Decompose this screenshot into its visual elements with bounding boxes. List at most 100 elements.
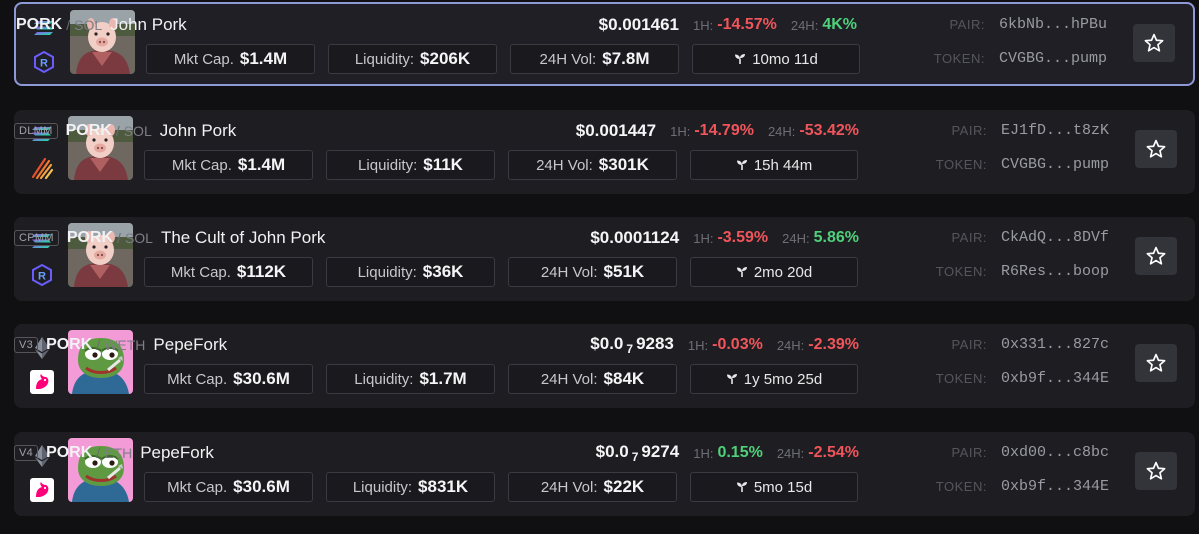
pair-address[interactable]: 0xd00...c8bc: [1000, 443, 1109, 461]
pair-address-line: PAIR: 0xd00...c8bc: [951, 442, 1109, 462]
pair-row-1[interactable]: R PORK / SOL John Pork $0.001461 1H: -14…: [14, 2, 1195, 86]
base-symbol: PORK: [16, 16, 63, 33]
liquidity-value: $11K: [423, 155, 463, 174]
market-cap-value: $30.6M: [233, 477, 290, 496]
sprout-icon: [735, 54, 746, 64]
pair-row-4[interactable]: V3 PORK / WETH PepeFork $0.0 7 9283 1H: -0…: [14, 324, 1195, 408]
sprout-icon: [736, 267, 747, 277]
pair-title: V4 PORK / ETH PepeFork: [14, 442, 214, 464]
dex-badge: DLMM: [14, 123, 58, 139]
pair-label: PAIR:: [951, 444, 987, 460]
token-name: The Cult of John Pork: [160, 228, 326, 247]
h1-change: -14.79%: [694, 122, 754, 139]
market-cap-box: Mkt Cap. $1.4M: [146, 44, 315, 74]
favorite-button[interactable]: [1133, 24, 1175, 62]
quote-symbol: SOL: [124, 230, 153, 246]
token-address[interactable]: R6Res...boop: [1000, 262, 1109, 280]
star-icon: [1146, 246, 1166, 265]
volume-box: 24H Vol: $7.8M: [510, 44, 679, 74]
quote-symbol: WETH: [104, 337, 146, 353]
h1-label: 1H:: [687, 337, 709, 353]
price-main: $0.001461: [598, 15, 680, 34]
price-changes: $0.001461 1H: -14.57% 24H: 4K%: [599, 14, 857, 36]
volume-value: $301K: [598, 155, 649, 174]
price: $0.0001124: [590, 228, 679, 248]
token-address[interactable]: CVGBG...pump: [998, 49, 1107, 67]
pair-address-line: PAIR: 0x331...827c: [951, 334, 1109, 354]
quote-symbol: SOL: [74, 17, 103, 33]
uniswap-icon: [30, 370, 54, 394]
raydium-icon: R: [30, 263, 54, 287]
pair-address[interactable]: CkAdQ...8DVf: [1000, 228, 1109, 246]
h24-label: 24H:: [776, 445, 805, 461]
market-cap-box: Mkt Cap. $112K: [144, 257, 313, 287]
volume-label: 24H Vol:: [536, 156, 593, 174]
pair-address[interactable]: EJ1fD...t8zK: [1000, 121, 1109, 139]
pig-avatar: [70, 10, 135, 74]
volume-label: 24H Vol:: [539, 50, 597, 68]
token-address[interactable]: 0xb9f...344E: [1000, 477, 1109, 495]
sprout-icon: [736, 482, 747, 492]
dex-badge: CPMM: [14, 230, 59, 246]
market-cap-box: Mkt Cap. $30.6M: [144, 364, 313, 394]
pair-separator: /: [66, 17, 71, 33]
volume-label: 24H Vol:: [540, 370, 598, 388]
h24-label: 24H:: [767, 123, 796, 139]
market-cap-value: $1.4M: [237, 155, 286, 174]
token-address-line: TOKEN: CVGBG...pump: [936, 154, 1109, 174]
chain-dex-column: [30, 336, 54, 400]
pair-title: CPMM PORK / SOL The Cult of John Pork: [14, 227, 325, 249]
token-address[interactable]: 0xb9f...344E: [1000, 369, 1109, 387]
raydium-icon: R: [32, 50, 56, 74]
liquidity-box: Liquidity: $1.7M: [326, 364, 495, 394]
chain-dex-column: [30, 444, 54, 508]
h1-label: 1H:: [670, 123, 691, 139]
volume-box: 24H Vol: $84K: [508, 364, 677, 394]
chain-dex-column: R: [32, 16, 56, 80]
h1-label: 1H:: [693, 230, 714, 246]
liquidity-value: $831K: [418, 477, 469, 496]
h1-change: -14.57%: [717, 16, 777, 33]
price-changes: $0.0 7 9283 1H: -0.03% 24H: -2.39%: [590, 334, 859, 356]
h1-change: -3.59%: [717, 229, 769, 246]
market-cap-box: Mkt Cap. $1.4M: [144, 150, 313, 180]
volume-value: $7.8M: [602, 49, 650, 68]
quote-symbol: SOL: [123, 123, 152, 139]
price: $0.0 7 9283: [590, 334, 674, 356]
token-name: PepeFork: [153, 335, 228, 354]
age-box: 15h 44m: [690, 150, 858, 180]
pair-row-3[interactable]: R CPMM PORK / SOL The Cult of John Pork …: [14, 217, 1195, 301]
price-digits: 9283: [636, 334, 674, 353]
favorite-button[interactable]: [1135, 130, 1177, 168]
liquidity-value: $36K: [422, 262, 464, 281]
liquidity-label: Liquidity:: [354, 370, 414, 388]
volume-value: $51K: [603, 262, 645, 281]
h24-change: -2.54%: [808, 444, 859, 461]
favorite-button[interactable]: [1135, 452, 1177, 490]
price-main: $0.0001124: [590, 228, 680, 247]
favorite-button[interactable]: [1135, 344, 1177, 382]
market-cap-box: Mkt Cap. $30.6M: [144, 472, 313, 502]
price-zero-count: 7: [626, 342, 634, 356]
token-address[interactable]: CVGBG...pump: [1000, 155, 1109, 173]
h24-label: 24H:: [782, 230, 810, 246]
pair-address[interactable]: 6kbNb...hPBu: [998, 15, 1107, 33]
pair-row-5[interactable]: V4 PORK / ETH PepeFork $0.0 7 9274 1H: 0.1…: [14, 432, 1195, 516]
token-address-line: TOKEN: 0xb9f...344E: [936, 476, 1109, 496]
pair-label: PAIR:: [951, 229, 987, 245]
chain-dex-column: [30, 122, 54, 186]
price-zero-count: 7: [631, 450, 639, 464]
liquidity-box: Liquidity: $206K: [328, 44, 497, 74]
market-cap-value: $112K: [236, 262, 287, 281]
pair-row-2[interactable]: DLMM PORK / SOL John Pork $0.001447 1H: …: [14, 110, 1195, 194]
pair-address[interactable]: 0x331...827c: [1000, 335, 1109, 353]
age-box: 2mo 20d: [690, 257, 858, 287]
pepe-avatar: [68, 438, 133, 502]
favorite-button[interactable]: [1135, 237, 1177, 275]
price-changes: $0.001447 1H: -14.79% 24H: -53.42%: [576, 120, 859, 142]
pair-label: PAIR:: [951, 336, 987, 352]
liquidity-box: Liquidity: $831K: [326, 472, 495, 502]
volume-value: $84K: [603, 369, 645, 388]
liquidity-box: Liquidity: $36K: [326, 257, 495, 287]
